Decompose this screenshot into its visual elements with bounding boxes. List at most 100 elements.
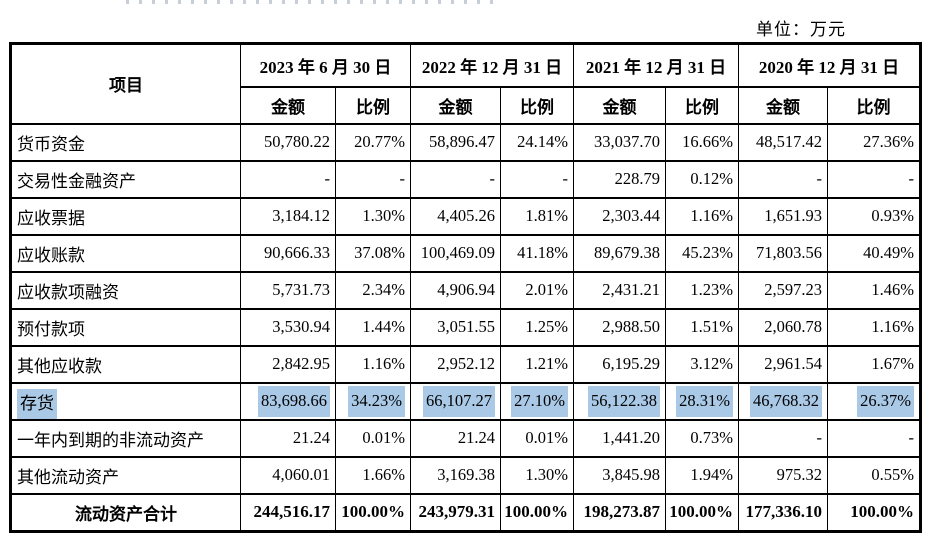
amount-cell: 50,780.22: [240, 122, 336, 162]
ratio-cell: 37.08%: [335, 233, 411, 273]
row-label: 应收款项融资: [10, 270, 241, 310]
current-assets-table: 项目 2023 年 6 月 30 日 2022 年 12 月 31 日 2021…: [9, 42, 922, 533]
table-body: 货币资金 50,780.22 20.77% 58,896.47 24.14% 33,037…: [10, 122, 921, 533]
ratio-cell: 34.23%: [335, 381, 411, 421]
ratio-cell: -: [500, 159, 574, 199]
ratio-cell: 3.12%: [665, 344, 739, 384]
date-header-2021: 2021 年 12 月 31 日: [573, 42, 739, 88]
ratio-cell: 1.44%: [335, 307, 411, 347]
ratio-cell: 1.81%: [500, 196, 574, 236]
amount-cell: 243,979.31: [410, 492, 501, 533]
ratio-cell: 1.46%: [827, 270, 921, 310]
amount-cell: 1,651.93: [738, 196, 828, 236]
ratio-cell: 20.77%: [335, 122, 411, 162]
amount-cell: 71,803.56: [738, 233, 828, 273]
ratio-header: 比例: [335, 85, 411, 125]
ratio-cell: 1.25%: [500, 307, 574, 347]
amount-cell: 2,597.23: [738, 270, 828, 310]
row-label: 交易性金融资产: [10, 159, 241, 199]
amount-cell: 198,273.87: [573, 492, 666, 533]
ratio-cell: 1.21%: [500, 344, 574, 384]
row-label: 预付款项: [10, 307, 241, 347]
table-row: 一年内到期的非流动资产 21.24 0.01% 21.24 0.01% 1,441.20 0…: [10, 418, 921, 458]
unit-label: 单位：万元: [756, 20, 846, 39]
amount-cell: 4,060.01: [240, 455, 336, 495]
table-row: 交易性金融资产 - - - -228.79 0.12% - -: [10, 159, 921, 199]
ratio-cell: 1.16%: [335, 344, 411, 384]
clipped-text-fragments: [126, 0, 494, 4]
ratio-cell: 41.18%: [500, 233, 574, 273]
ratio-cell: 0.93%: [827, 196, 921, 236]
amount-cell: 2,842.95: [240, 344, 336, 384]
ratio-cell: -: [827, 418, 921, 458]
row-label: 其他流动资产: [10, 455, 241, 495]
ratio-cell: 28.31%: [665, 381, 739, 421]
amount-cell: 2,961.54: [738, 344, 828, 384]
amount-cell: 21.24: [410, 418, 501, 458]
ratio-cell: 2.01%: [500, 270, 574, 310]
ratio-cell: 24.14%: [500, 122, 574, 162]
row-label: 其他应收款: [10, 344, 241, 384]
table-row: 应收款项融资 5,731.73 2.34% 4,906.94 2.01% 2,431.21…: [10, 270, 921, 310]
amount-cell: 4,405.26: [410, 196, 501, 236]
amount-cell: 3,051.55: [410, 307, 501, 347]
ratio-cell: 16.66%: [665, 122, 739, 162]
table-row: 存货 83,698.66 34.23% 66,107.27 27.10% 56,122.3…: [10, 381, 921, 421]
amount-cell: 6,195.29: [573, 344, 666, 384]
amount-cell: 58,896.47: [410, 122, 501, 162]
date-header-2020: 2020 年 12 月 31 日: [738, 42, 921, 88]
ratio-cell: 26.37%: [827, 381, 921, 421]
row-label: 应收票据: [10, 196, 241, 236]
row-label: 流动资产合计: [10, 492, 241, 533]
amount-cell: 975.32: [738, 455, 828, 495]
amount-cell: 5,731.73: [240, 270, 336, 310]
amount-cell: 228.79: [573, 159, 666, 199]
ratio-cell: 27.10%: [500, 381, 574, 421]
amount-cell: 66,107.27: [410, 381, 501, 421]
amount-header: 金额: [410, 85, 501, 125]
ratio-header: 比例: [665, 85, 739, 125]
amount-cell: -: [738, 418, 828, 458]
table-row: 应收账款 90,666.33 37.08% 100,469.09 41.18% 89,67…: [10, 233, 921, 273]
amount-cell: 2,952.12: [410, 344, 501, 384]
ratio-cell: 40.49%: [827, 233, 921, 273]
ratio-cell: 0.12%: [665, 159, 739, 199]
date-header-row: 项目 2023 年 6 月 30 日 2022 年 12 月 31 日 2021…: [10, 42, 921, 125]
ratio-cell: 0.73%: [665, 418, 739, 458]
ratio-cell: 0.01%: [500, 418, 574, 458]
row-label: 应收账款: [10, 233, 241, 273]
ratio-cell: 1.94%: [665, 455, 739, 495]
ratio-cell: 45.23%: [665, 233, 739, 273]
amount-cell: 2,431.21: [573, 270, 666, 310]
amount-header: 金额: [573, 85, 666, 125]
amount-cell: 21.24: [240, 418, 336, 458]
ratio-cell: 27.36%: [827, 122, 921, 162]
ratio-cell: 1.66%: [335, 455, 411, 495]
ratio-cell: -: [827, 159, 921, 199]
amount-cell: 177,336.10: [738, 492, 828, 533]
ratio-cell: 1.30%: [500, 455, 574, 495]
amount-cell: -: [410, 159, 501, 199]
date-header-2023: 2023 年 6 月 30 日: [240, 42, 411, 88]
ratio-cell: -: [335, 159, 411, 199]
amount-cell: 3,184.12: [240, 196, 336, 236]
amount-cell: 89,679.38: [573, 233, 666, 273]
table-row: 其他流动资产 4,060.01 1.66% 3,169.38 1.30% 3,845.98…: [10, 455, 921, 495]
ratio-cell: 1.16%: [665, 196, 739, 236]
amount-cell: 2,060.78: [738, 307, 828, 347]
amount-cell: 1,441.20: [573, 418, 666, 458]
ratio-header: 比例: [827, 85, 921, 125]
amount-cell: 100,469.09: [410, 233, 501, 273]
amount-cell: 48,517.42: [738, 122, 828, 162]
date-header-2022: 2022 年 12 月 31 日: [410, 42, 574, 88]
table-row: 其他应收款 2,842.95 1.16% 2,952.12 1.21% 6,195.29 3…: [10, 344, 921, 384]
amount-cell: 3,530.94: [240, 307, 336, 347]
ratio-cell: 1.16%: [827, 307, 921, 347]
ratio-header: 比例: [500, 85, 574, 125]
ratio-cell: 0.01%: [335, 418, 411, 458]
row-label: 一年内到期的非流动资产: [10, 418, 241, 458]
amount-cell: 56,122.38: [573, 381, 666, 421]
amount-cell: 3,845.98: [573, 455, 666, 495]
amount-cell: 2,303.44: [573, 196, 666, 236]
ratio-cell: 100.00%: [827, 492, 921, 533]
